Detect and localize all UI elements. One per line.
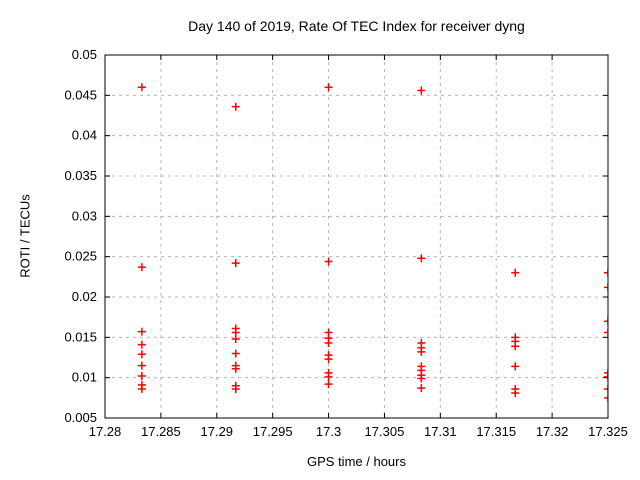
- y-tick-label: 0.005: [64, 410, 97, 425]
- y-axis-label: ROTI / TECUs: [17, 194, 33, 278]
- data-point-marker: [137, 340, 146, 349]
- x-tick-label: 17.315: [476, 424, 516, 439]
- data-point-marker: [324, 338, 333, 347]
- data-point-marker: [231, 334, 240, 343]
- y-tick-label: 0.03: [72, 208, 97, 223]
- data-point-marker: [324, 83, 333, 92]
- x-axis-label: GPS time / hours: [307, 454, 406, 469]
- plot-frame: [104, 54, 609, 419]
- y-tick-label: 0.01: [72, 370, 97, 385]
- data-point-marker: [324, 257, 333, 266]
- data-point-marker: [231, 259, 240, 268]
- data-point-marker: [137, 384, 146, 393]
- y-tick-label: 0.04: [72, 128, 97, 143]
- data-point-marker: [231, 384, 240, 393]
- data-point-marker: [324, 372, 333, 381]
- x-tick-label: 17.285: [141, 424, 181, 439]
- data-point-marker: [417, 254, 426, 263]
- data-point-marker: [417, 374, 426, 383]
- data-point-marker: [231, 364, 240, 373]
- data-point-marker: [231, 102, 240, 111]
- y-tick-label: 0.045: [64, 87, 97, 102]
- x-tick-label: 17.325: [588, 424, 628, 439]
- data-point-marker: [511, 342, 520, 351]
- y-tick-label: 0.02: [72, 289, 97, 304]
- data-point-marker: [324, 355, 333, 364]
- data-point-marker: [137, 361, 146, 370]
- chart-title: Day 140 of 2019, Rate Of TEC Index for r…: [188, 18, 525, 34]
- data-point-marker: [137, 83, 146, 92]
- data-point-marker: [324, 380, 333, 389]
- y-tick-label: 0.025: [64, 249, 97, 264]
- data-point-marker: [604, 384, 608, 393]
- data-point-marker: [231, 349, 240, 358]
- data-point-marker: [417, 347, 426, 356]
- data-point-marker: [604, 283, 608, 292]
- data-point-marker: [604, 268, 608, 277]
- data-point-marker: [511, 388, 520, 397]
- data-point-marker: [137, 263, 146, 272]
- data-point-marker: [604, 328, 608, 337]
- data-point-marker: [137, 372, 146, 381]
- data-point-marker: [604, 393, 608, 402]
- data-point-marker: [417, 86, 426, 95]
- data-point-marker: [604, 317, 608, 326]
- data-point-marker: [137, 327, 146, 336]
- x-tick-label: 17.3: [316, 424, 341, 439]
- data-point-marker: [604, 372, 608, 381]
- x-tick-label: 17.31: [424, 424, 457, 439]
- y-tick-label: 0.035: [64, 168, 97, 183]
- y-tick-label: 0.05: [72, 47, 97, 62]
- data-point-marker: [511, 362, 520, 371]
- x-tick-label: 17.295: [253, 424, 293, 439]
- x-tick-label: 17.29: [201, 424, 234, 439]
- data-series-roti: [137, 83, 608, 402]
- x-tick-label: 17.305: [365, 424, 405, 439]
- data-point-marker: [417, 384, 426, 393]
- data-point-marker: [511, 268, 520, 277]
- x-tick-label: 17.32: [536, 424, 569, 439]
- data-point-marker: [604, 368, 608, 377]
- x-tick-label: 17.28: [89, 424, 122, 439]
- y-tick-label: 0.015: [64, 329, 97, 344]
- data-point-marker: [137, 350, 146, 359]
